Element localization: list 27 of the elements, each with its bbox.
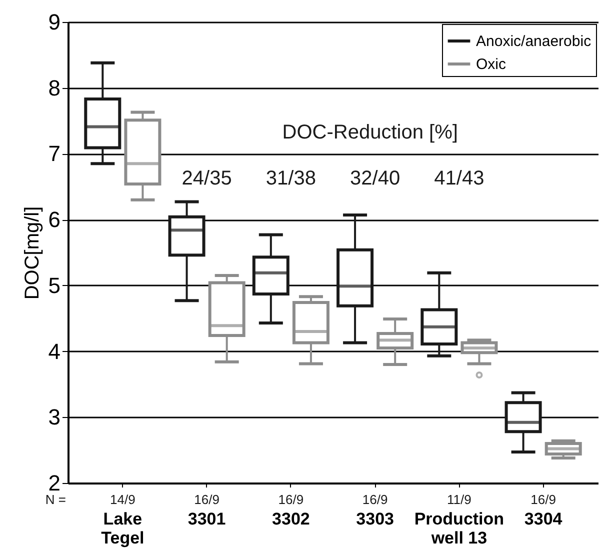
x-tick-label: 3304 bbox=[524, 510, 563, 528]
annotation: 32/40 bbox=[350, 168, 400, 190]
text: 14/9 bbox=[110, 492, 136, 507]
y-tick-label: 7 bbox=[48, 141, 60, 166]
annotation: DOC-Reduction [%] bbox=[282, 122, 458, 144]
text: 11/9 bbox=[447, 492, 472, 507]
y-tick-label: 3 bbox=[48, 404, 60, 430]
y-tick-label: 6 bbox=[48, 207, 60, 232]
text: 16/9 bbox=[278, 492, 304, 507]
y-tick-label: 4 bbox=[48, 338, 60, 364]
x-tick-label: 3303 bbox=[356, 510, 394, 528]
y-axis-title: DOC[mg/l] bbox=[21, 206, 44, 300]
annotation: 41/43 bbox=[434, 168, 484, 190]
legend-label: Oxic bbox=[476, 56, 506, 73]
x-tick-label: Lake Tegel bbox=[101, 510, 144, 548]
y-tick-label: 5 bbox=[48, 272, 60, 298]
x-tick-label: Production well 13 bbox=[414, 510, 504, 548]
annotation: 24/35 bbox=[182, 168, 232, 190]
text: 16/9 bbox=[362, 492, 388, 507]
legend-label: Anoxic/anaerobic bbox=[476, 33, 592, 50]
x-tick-label: 3302 bbox=[272, 510, 310, 528]
x-tick-label: 3301 bbox=[188, 510, 226, 528]
annotation: 31/38 bbox=[266, 168, 316, 190]
text: 16/9 bbox=[530, 492, 556, 507]
y-tick-label: 9 bbox=[48, 10, 60, 34]
y-tick-label: 8 bbox=[48, 75, 60, 100]
text: 16/9 bbox=[194, 492, 220, 507]
